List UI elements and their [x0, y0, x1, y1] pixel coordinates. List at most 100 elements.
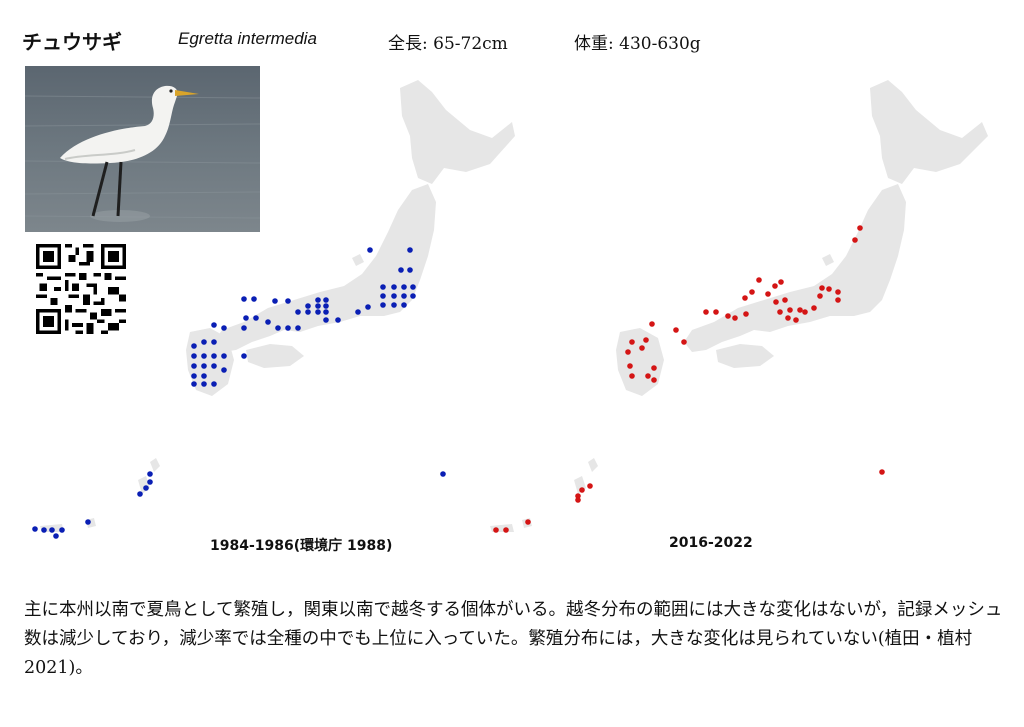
record-dot — [629, 373, 635, 379]
record-dot — [673, 327, 679, 333]
record-dot — [253, 315, 259, 321]
record-dot — [802, 309, 808, 315]
species-name-scientific: Egretta intermedia — [178, 29, 317, 48]
record-dot — [407, 247, 413, 253]
map-caption-2016: 2016-2022 — [669, 535, 753, 551]
record-dot — [627, 363, 633, 369]
species-description: 主に本州以南で夏鳥として繁殖し，関東以南で越冬する個体がいる。越冬分布の範囲には… — [24, 600, 1003, 678]
japan-landmass — [40, 80, 515, 532]
record-dot — [191, 343, 197, 349]
record-dot — [503, 527, 509, 533]
record-dot — [391, 302, 397, 308]
record-dot — [787, 307, 793, 313]
record-dot — [211, 381, 217, 387]
record-dot — [143, 485, 149, 491]
distribution-map-1984 — [32, 80, 515, 539]
record-dot — [221, 367, 227, 373]
record-dot — [323, 309, 329, 315]
record-dot — [211, 339, 217, 345]
record-dot — [335, 317, 341, 323]
record-dot — [493, 527, 499, 533]
record-dot — [819, 285, 825, 291]
record-dot — [773, 299, 779, 305]
record-dot — [732, 315, 738, 321]
record-dot — [649, 321, 655, 327]
record-dot — [191, 353, 197, 359]
record-dot — [645, 373, 651, 379]
record-dot — [241, 296, 247, 302]
record-dot — [651, 377, 657, 383]
record-dot — [191, 373, 197, 379]
record-dot — [201, 373, 207, 379]
record-dot — [835, 289, 841, 295]
record-dot — [525, 519, 531, 525]
record-dot — [639, 345, 645, 351]
record-dot — [811, 305, 817, 311]
record-dot — [756, 277, 762, 283]
record-dot — [201, 353, 207, 359]
record-dot — [323, 297, 329, 303]
record-dot — [85, 519, 91, 525]
record-dot — [59, 527, 65, 533]
species-photo — [25, 66, 260, 232]
record-dot — [826, 286, 832, 292]
record-dot — [305, 303, 311, 309]
record-dot — [41, 527, 47, 533]
record-dot — [241, 325, 247, 331]
record-dot — [785, 315, 791, 321]
record-dot — [879, 469, 885, 475]
record-dot — [835, 297, 841, 303]
record-dot — [391, 293, 397, 299]
record-dot — [579, 487, 585, 493]
record-dot — [401, 302, 407, 308]
distribution-map-2016 — [490, 80, 988, 533]
japan-landmass — [490, 80, 988, 532]
species-name-japanese: チュウサギ — [22, 30, 122, 54]
record-dot — [265, 319, 271, 325]
record-dot — [852, 237, 858, 243]
record-dot — [772, 283, 778, 289]
record-dot — [191, 381, 197, 387]
record-dot — [380, 302, 386, 308]
record-dot — [778, 279, 784, 285]
record-dot — [201, 381, 207, 387]
record-dot — [295, 325, 301, 331]
record-dot — [407, 267, 413, 273]
record-dot — [713, 309, 719, 315]
record-dot — [410, 284, 416, 290]
record-dot — [315, 297, 321, 303]
record-dot — [575, 493, 581, 499]
record-dot — [742, 295, 748, 301]
record-dot — [137, 491, 143, 497]
record-dot — [817, 293, 823, 299]
body-length: 全長: 65-72cm — [388, 34, 508, 54]
record-dot — [211, 353, 217, 359]
record-dot — [241, 353, 247, 359]
record-dot — [211, 363, 217, 369]
record-dot — [201, 363, 207, 369]
record-dot — [587, 483, 593, 489]
record-dot — [380, 284, 386, 290]
record-dot — [367, 247, 373, 253]
record-dot — [725, 313, 731, 319]
record-dot — [315, 303, 321, 309]
record-dot — [629, 339, 635, 345]
record-dot — [793, 317, 799, 323]
record-dot — [391, 284, 397, 290]
map-caption-1984: 1984-1986(環境庁 1988) — [210, 538, 393, 554]
record-dot — [285, 325, 291, 331]
record-dot — [643, 337, 649, 343]
record-dot — [575, 497, 581, 503]
record-dot — [410, 293, 416, 299]
record-dot — [398, 267, 404, 273]
record-dot — [651, 365, 657, 371]
record-dot — [749, 289, 755, 295]
record-dot — [295, 309, 301, 315]
record-dot — [285, 298, 291, 304]
record-dot — [147, 471, 153, 477]
record-dot — [272, 298, 278, 304]
record-dot — [275, 325, 281, 331]
record-dot — [243, 315, 249, 321]
qr-code-icon[interactable] — [36, 244, 126, 334]
record-dot — [323, 317, 329, 323]
